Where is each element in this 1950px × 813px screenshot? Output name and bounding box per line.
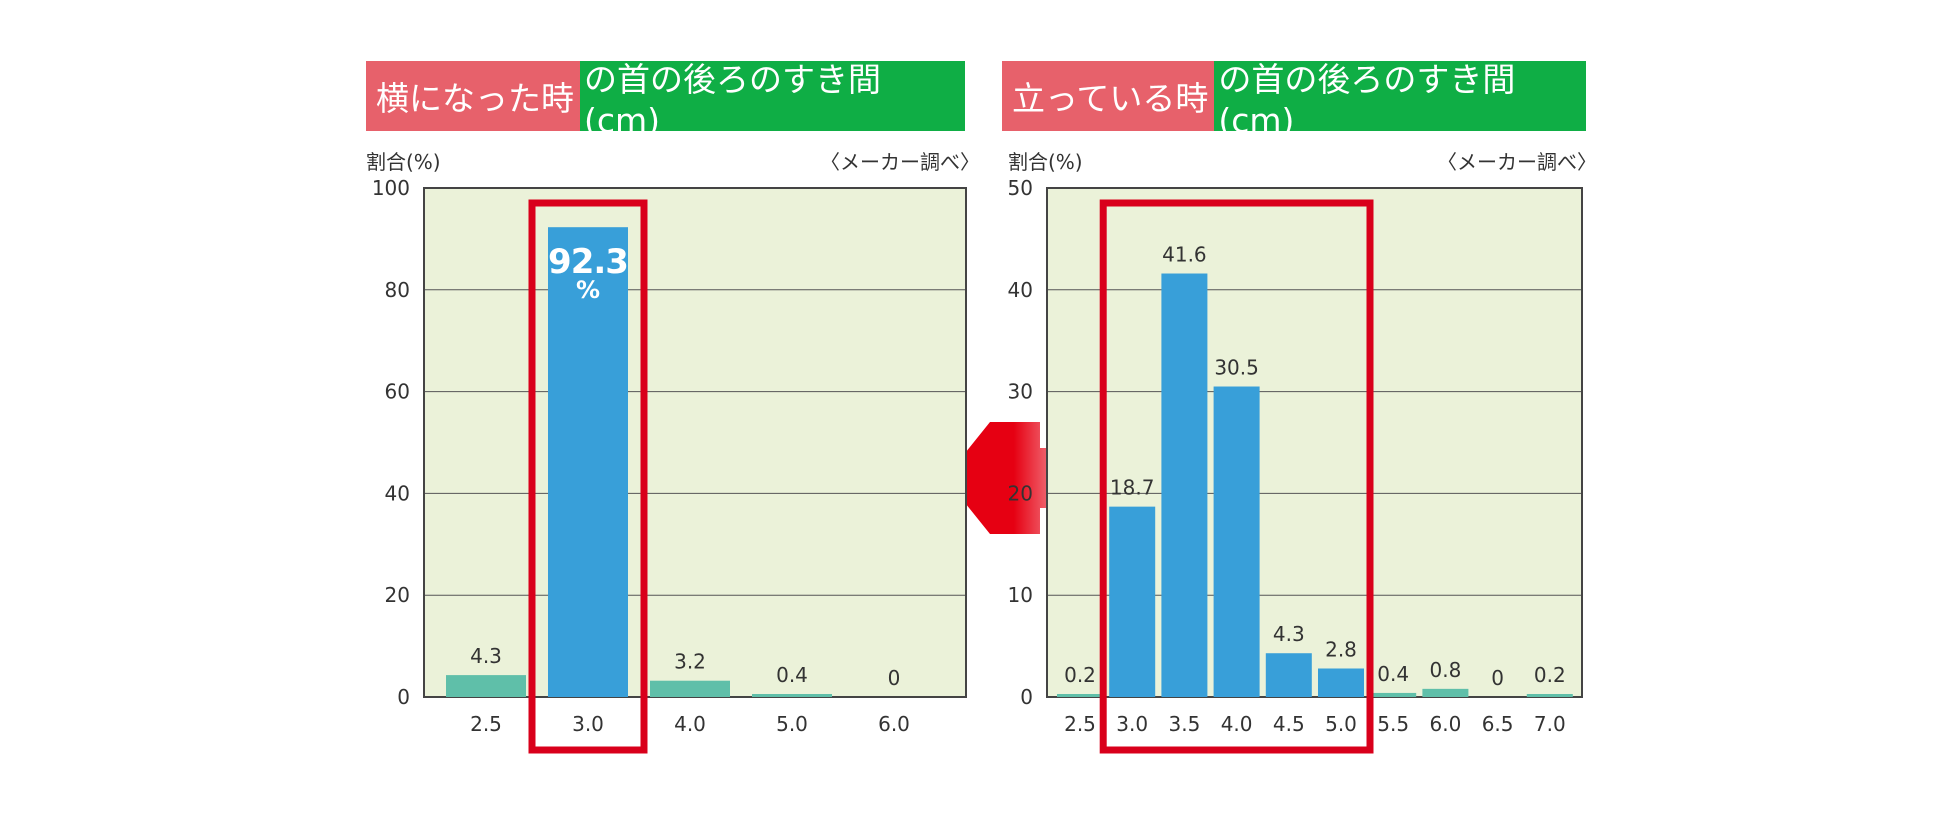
left-y-tick-label: 20 <box>385 583 410 607</box>
right-x-tick-label-3.0: 3.0 <box>1116 712 1148 736</box>
left-bar-4.0 <box>650 680 730 697</box>
left-value-label-4.0: 3.2 <box>674 650 706 674</box>
right-value-label-6.0: 0.8 <box>1429 658 1461 682</box>
right-value-label-2.5: 0.2 <box>1064 663 1096 687</box>
right-value-label-4.5: 4.3 <box>1273 622 1305 646</box>
right-bar-4.0 <box>1213 386 1260 697</box>
right-bar-7.0 <box>1526 694 1573 697</box>
right-x-tick-label-4.5: 4.5 <box>1273 712 1305 736</box>
left-y-axis-label: 割合(%) <box>366 150 441 174</box>
left-source-note: 〈メーカー調べ〉 <box>820 150 980 174</box>
left-value-label-6.0: 0 <box>888 666 901 690</box>
right-y-tick-label: 40 <box>1008 278 1033 302</box>
right-x-tick-label-6.0: 6.0 <box>1429 712 1461 736</box>
right-y-axis-label: 割合(%) <box>1008 150 1083 174</box>
left-y-tick-label: 80 <box>385 278 410 302</box>
left-x-tick-label-4.0: 4.0 <box>674 712 706 736</box>
right-x-tick-label-3.5: 3.5 <box>1168 712 1200 736</box>
left-y-tick-label: 60 <box>385 380 410 404</box>
right-value-label-5.0: 2.8 <box>1325 637 1357 661</box>
right-value-label-5.5: 0.4 <box>1377 662 1409 686</box>
right-source-note: 〈メーカー調べ〉 <box>1437 150 1597 174</box>
right-x-tick-label-4.0: 4.0 <box>1221 712 1253 736</box>
right-x-tick-label-2.5: 2.5 <box>1064 712 1096 736</box>
left-x-tick-label-6.0: 6.0 <box>878 712 910 736</box>
left-bar-5.0 <box>752 694 832 697</box>
left-bar-3.0 <box>548 227 628 697</box>
right-y-tick-label: 20 <box>1008 481 1033 505</box>
right-value-label-6.5: 0 <box>1491 666 1504 690</box>
right-y-tick-label: 30 <box>1008 380 1033 404</box>
right-bar-2.5 <box>1057 694 1103 697</box>
right-value-label-3.5: 41.6 <box>1162 243 1207 267</box>
left-y-tick-label: 0 <box>397 685 410 709</box>
right-bar-5.5 <box>1370 692 1417 697</box>
right-y-tick-label: 50 <box>1008 176 1033 200</box>
left-plot-area <box>424 188 966 697</box>
left-x-tick-label-2.5: 2.5 <box>470 712 502 736</box>
right-value-label-4.0: 30.5 <box>1214 356 1259 380</box>
left-x-tick-label-5.0: 5.0 <box>776 712 808 736</box>
left-value-percent-sign: % <box>576 276 600 304</box>
right-highlight-box <box>1099 199 1374 754</box>
right-value-label-7.0: 0.2 <box>1534 663 1566 687</box>
left-y-tick-label: 100 <box>372 176 410 200</box>
right-x-tick-label-6.5: 6.5 <box>1482 712 1514 736</box>
right-x-tick-label-5.0: 5.0 <box>1325 712 1357 736</box>
right-title-highlight: 立っている時 <box>1002 61 1215 131</box>
right-x-tick-label-5.5: 5.5 <box>1377 712 1409 736</box>
right-bar-6.0 <box>1422 688 1469 697</box>
right-bar-3.0 <box>1109 506 1156 697</box>
right-value-label-3.0: 18.7 <box>1110 476 1155 500</box>
left-bar-2.5 <box>446 675 526 697</box>
left-y-tick-label: 40 <box>385 481 410 505</box>
right-bar-5.0 <box>1318 668 1364 697</box>
left-title-highlight: 横になった時 <box>366 61 580 131</box>
left-value-label-3.0: 92.3 <box>548 242 628 282</box>
right-x-tick-label-7.0: 7.0 <box>1534 712 1566 736</box>
right-bar-4.5 <box>1265 653 1312 697</box>
right-plot-frame <box>1046 187 1583 698</box>
left-x-tick-label-3.0: 3.0 <box>572 712 604 736</box>
left-highlight-box <box>528 199 648 754</box>
right-y-tick-label: 10 <box>1008 583 1033 607</box>
right-bar-3.5 <box>1161 273 1208 697</box>
left-value-label-2.5: 4.3 <box>470 644 502 668</box>
right-y-tick-label: 0 <box>1020 685 1033 709</box>
left-value-label-5.0: 0.4 <box>776 663 808 687</box>
